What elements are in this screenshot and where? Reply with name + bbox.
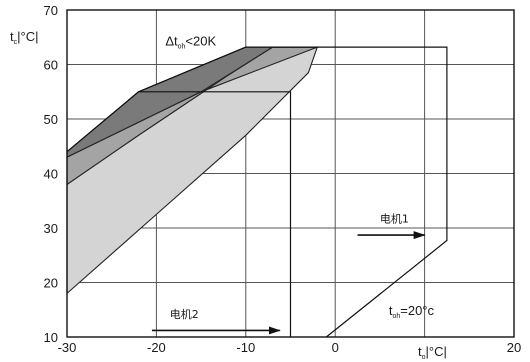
- annotation: Δtoh<20K: [165, 33, 216, 50]
- annotation: 电机2: [170, 307, 199, 321]
- y-axis-label: tc|°C|: [10, 29, 38, 46]
- y-tick-label: 20: [44, 276, 58, 291]
- boundary-motor2-limit: [138, 91, 292, 337]
- y-tick-label: 50: [44, 112, 58, 127]
- y-tick-label: 60: [44, 58, 58, 73]
- regions: [66, 46, 319, 295]
- x-tick-label: 20: [507, 340, 521, 355]
- annotations: Δtoh<20K 电机1 电机2 toh=20°c: [165, 33, 435, 321]
- annotation: 电机1: [380, 212, 409, 226]
- boundaries: [66, 46, 448, 338]
- x-tick-label: 0: [332, 340, 339, 355]
- y-tick-label: 40: [44, 167, 58, 182]
- plot-frame: [66, 9, 515, 338]
- y-tick-label: 30: [44, 221, 58, 236]
- boundary-motor1-right: [272, 46, 448, 338]
- y-tick-label: 10: [44, 330, 58, 345]
- tick-labels: -30 -20 -10 0 20 10 20 30 40 50 60 70: [44, 3, 522, 355]
- x-tick-label: -30: [58, 340, 77, 355]
- arrows: [151, 231, 426, 335]
- x-axis-label: to|°C|: [418, 344, 447, 361]
- x-tick-label: -10: [236, 340, 255, 355]
- annotation: toh=20°c: [389, 303, 435, 320]
- y-tick-label: 70: [44, 3, 58, 18]
- x-tick-label: -20: [147, 340, 166, 355]
